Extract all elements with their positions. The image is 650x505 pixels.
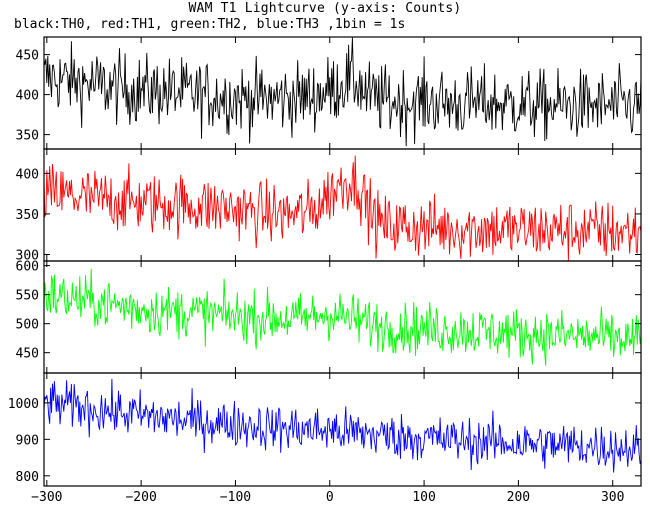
chart-subtitle: black:TH0, red:TH1, green:TH2, blue:TH3 …	[14, 17, 406, 32]
lightcurve-th3	[44, 378, 641, 473]
lightcurve-th0	[44, 37, 641, 147]
y-tick-label-th3-1000: 1000	[8, 397, 39, 412]
x-tick-label--100: −100	[220, 490, 251, 505]
y-tick-label-th0-350: 350	[16, 129, 39, 144]
y-tick-label-th2-500: 500	[16, 318, 39, 333]
y-tick-label-th2-550: 550	[16, 289, 39, 304]
x-tick-label-100: 100	[412, 490, 435, 505]
x-tick-label--200: −200	[125, 490, 156, 505]
chart-title: WAM T1 Lightcurve (y-axis: Counts)	[188, 1, 462, 16]
panel-frame-th3	[43, 372, 642, 487]
y-tick-label-th0-400: 400	[16, 89, 39, 104]
x-tick-label-0: 0	[326, 490, 334, 505]
lightcurve-th1	[44, 155, 641, 261]
y-tick-label-th2-450: 450	[16, 347, 39, 362]
y-tick-label-th1-400: 400	[16, 167, 39, 182]
y-tick-label-th0-450: 450	[16, 49, 39, 64]
y-tick-label-th3-800: 800	[16, 470, 39, 485]
y-tick-label-th1-350: 350	[16, 208, 39, 223]
x-tick-label-300: 300	[601, 490, 624, 505]
x-tick-label--300: −300	[31, 490, 62, 505]
y-tick-label-th1-300: 300	[16, 249, 39, 264]
x-tick-label-200: 200	[507, 490, 530, 505]
y-tick-label-th2-600: 600	[16, 260, 39, 275]
lightcurve-th2	[44, 268, 641, 366]
y-tick-label-th3-900: 900	[16, 433, 39, 448]
